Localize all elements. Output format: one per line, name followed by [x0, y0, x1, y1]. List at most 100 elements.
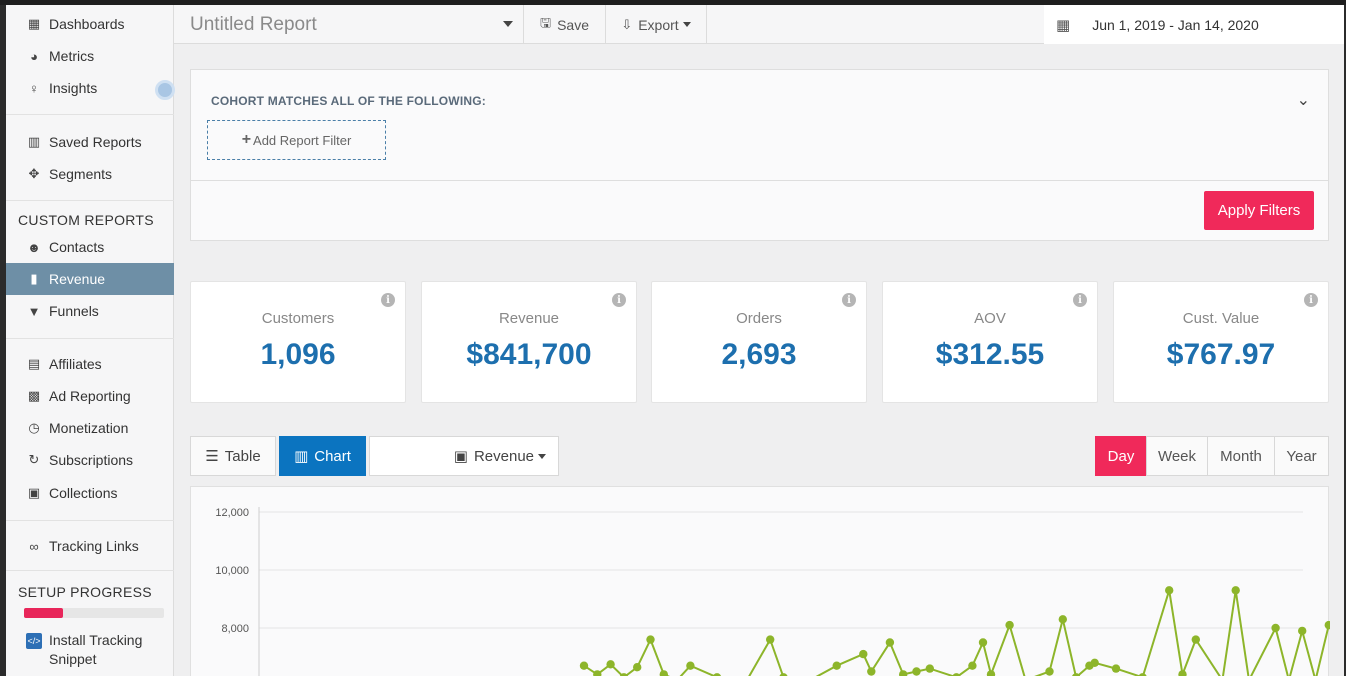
- data-point[interactable]: [686, 661, 695, 670]
- data-point[interactable]: [952, 673, 961, 676]
- sidebar-item-label: Ad Reporting: [49, 388, 131, 404]
- sidebar-item-revenue[interactable]: ▮ Revenue: [6, 263, 174, 295]
- sidebar-item-contacts[interactable]: ☻ Contacts: [6, 231, 174, 263]
- period-year-button[interactable]: Year: [1274, 436, 1329, 476]
- save-button[interactable]: 🖫 Save: [524, 5, 606, 44]
- info-icon[interactable]: i: [1304, 293, 1318, 307]
- chart-label: Chart: [314, 447, 351, 465]
- data-point[interactable]: [885, 638, 895, 647]
- data-point[interactable]: [606, 660, 615, 669]
- data-point[interactable]: [1138, 673, 1147, 676]
- sidebar-item-saved-reports[interactable]: ▥ Saved Reports: [6, 126, 174, 158]
- data-point[interactable]: [867, 667, 876, 676]
- sidebar-item-funnels[interactable]: ▼ Funnels: [6, 295, 174, 327]
- dashboard-icon: ▦: [27, 16, 41, 31]
- data-point[interactable]: [986, 670, 996, 676]
- data-point[interactable]: [1045, 667, 1054, 676]
- sidebar-item-label: Contacts: [49, 239, 105, 255]
- sidebar-item-collections[interactable]: ▣ Collections: [6, 477, 174, 509]
- sidebar-item-insights[interactable]: ♀ Insights: [6, 72, 174, 104]
- data-point[interactable]: [1191, 635, 1200, 644]
- period-day-button[interactable]: Day: [1095, 436, 1147, 476]
- data-point[interactable]: [1072, 673, 1081, 676]
- metric-label: Orders: [736, 310, 782, 327]
- info-icon[interactable]: i: [612, 293, 626, 307]
- measure-dropdown[interactable]: ▣ Revenue: [369, 436, 559, 476]
- data-point[interactable]: [925, 664, 934, 673]
- export-button[interactable]: ⇩ Export: [606, 5, 707, 44]
- sidebar-item-ad-reporting[interactable]: ▩ Ad Reporting: [6, 380, 174, 412]
- metric-label: Cust. Value: [1182, 310, 1260, 327]
- data-point[interactable]: [633, 663, 642, 672]
- period-week-button[interactable]: Week: [1146, 436, 1208, 476]
- data-point[interactable]: [899, 670, 908, 676]
- data-point[interactable]: [1324, 620, 1330, 630]
- data-point[interactable]: [1165, 586, 1174, 595]
- sidebar-item-segments[interactable]: ✥ Segments: [6, 158, 174, 190]
- data-point[interactable]: [646, 635, 655, 644]
- sidebar-item-affiliates[interactable]: ▤ Affiliates: [6, 348, 174, 380]
- data-point[interactable]: [593, 670, 602, 676]
- table-label: Table: [224, 447, 261, 465]
- window-top-edge: [0, 0, 1346, 5]
- chart-view-button[interactable]: ▥ Chart: [279, 436, 366, 476]
- sidebar-item-label: Revenue: [49, 271, 106, 287]
- data-point[interactable]: [1231, 586, 1240, 595]
- info-icon[interactable]: i: [842, 293, 856, 307]
- data-point[interactable]: [713, 673, 721, 676]
- data-point[interactable]: [978, 638, 988, 647]
- sidebar-item-tracking-links[interactable]: ∞ Tracking Links: [6, 530, 174, 562]
- table-view-button[interactable]: ☰ Table: [190, 436, 276, 476]
- sidebar-divider: [6, 200, 174, 201]
- data-point[interactable]: [1178, 670, 1187, 676]
- sidebar-item-label: Tracking Links: [49, 538, 139, 554]
- data-point[interactable]: [1298, 626, 1307, 636]
- report-title: Untitled Report: [190, 13, 317, 35]
- sidebar-item-label: Metrics: [49, 48, 95, 64]
- notification-dot[interactable]: [155, 80, 175, 100]
- sidebar-divider: [6, 520, 174, 521]
- app-frame: ▦ Dashboards ◕ Metrics ♀ Insights ▥ Saved Re…: [6, 5, 1344, 676]
- data-point[interactable]: [659, 670, 668, 676]
- install-tracking-label: Install Tracking Snippet: [49, 632, 143, 667]
- sidebar-item-subscriptions[interactable]: ↻ Subscriptions: [6, 444, 174, 476]
- data-point[interactable]: [766, 635, 775, 644]
- chevron-down-icon[interactable]: ⌄: [1296, 92, 1310, 109]
- data-point[interactable]: [1111, 664, 1121, 673]
- sidebar-divider: [6, 114, 174, 115]
- data-point[interactable]: [1058, 615, 1067, 624]
- sidebar-item-dashboards[interactable]: ▦ Dashboards: [6, 8, 174, 40]
- revenue-chart-panel: 12,000 10,000 8,000: [190, 486, 1330, 676]
- data-point[interactable]: [912, 667, 921, 676]
- data-point[interactable]: [859, 649, 868, 659]
- info-icon[interactable]: i: [381, 293, 395, 307]
- date-range-picker[interactable]: ▦ Jun 1, 2019 - Jan 14, 2020: [1044, 5, 1344, 44]
- setup-progress-heading: SETUP PROGRESS: [18, 584, 152, 600]
- sidebar-item-metrics[interactable]: ◕ Metrics: [6, 40, 174, 72]
- data-point[interactable]: [619, 673, 628, 676]
- data-point[interactable]: [1005, 620, 1014, 630]
- date-range-value: Jun 1, 2019 - Jan 14, 2020: [1092, 16, 1259, 33]
- data-point[interactable]: [579, 661, 589, 670]
- period-month-button[interactable]: Month: [1207, 436, 1275, 476]
- add-report-filter-button[interactable]: + Add Report Filter: [207, 120, 386, 160]
- link-icon: ∞: [29, 538, 39, 554]
- funnel-icon: ▼: [27, 303, 41, 319]
- install-tracking-snippet-item[interactable]: </> Install Tracking Snippet: [26, 631, 149, 669]
- sidebar-item-monetization[interactable]: ◷ Monetization: [6, 412, 174, 444]
- data-point[interactable]: [1090, 658, 1099, 667]
- code-icon: </>: [26, 633, 42, 649]
- info-icon[interactable]: i: [1073, 293, 1087, 307]
- users-icon: ☻: [27, 239, 41, 255]
- clock-icon: ◷: [28, 420, 40, 435]
- data-point[interactable]: [832, 661, 841, 670]
- sidebar: ▦ Dashboards ◕ Metrics ♀ Insights ▥ Saved Re…: [6, 5, 175, 676]
- apply-filters-button[interactable]: Apply Filters: [1204, 191, 1314, 230]
- data-point[interactable]: [779, 673, 788, 676]
- calendar-icon: ▦: [1056, 16, 1071, 34]
- data-point[interactable]: [968, 661, 977, 670]
- data-point[interactable]: [1271, 623, 1280, 633]
- export-label: Export: [638, 16, 679, 33]
- report-title-select[interactable]: Untitled Report: [174, 5, 524, 44]
- caret-down-icon: [538, 453, 546, 459]
